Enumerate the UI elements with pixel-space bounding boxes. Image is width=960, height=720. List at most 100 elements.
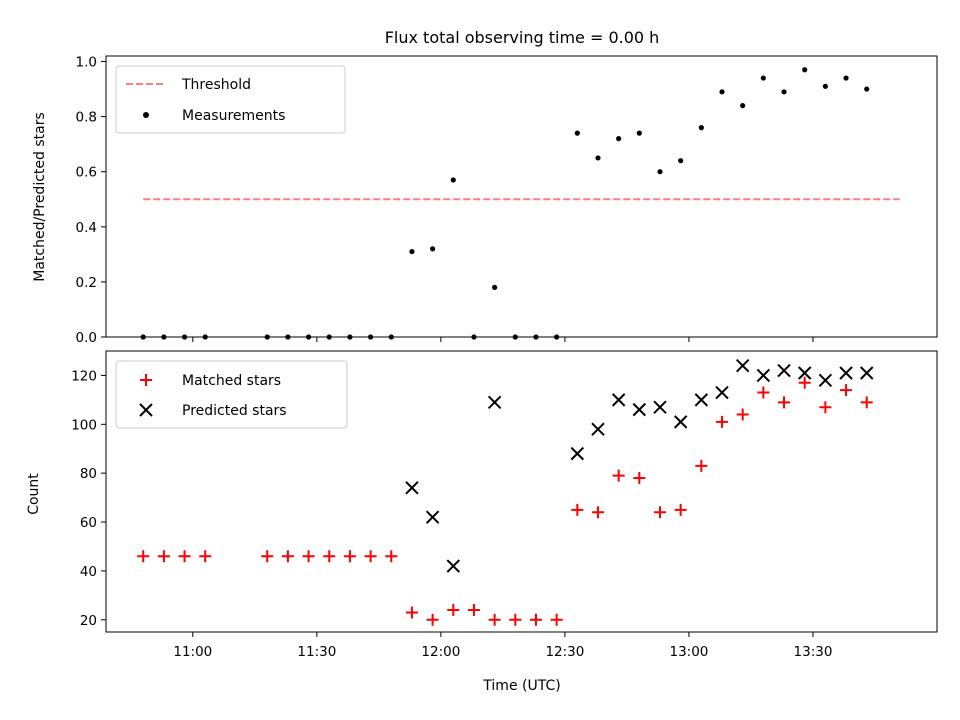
measurement-point bbox=[326, 334, 332, 340]
matched-star-marker bbox=[819, 401, 832, 414]
bottom-plot-area: 20 40 60 80 100 120 11:00 11:30 12:00 12:30 13:00 1… bbox=[71, 358, 874, 660]
matched-star-marker bbox=[447, 604, 460, 617]
measurement-point bbox=[760, 75, 766, 81]
measurement-point bbox=[864, 86, 870, 92]
bottom-y-tick-label: 20 bbox=[80, 613, 97, 629]
legend-matched-swatch bbox=[140, 374, 152, 386]
matched-star-marker bbox=[199, 550, 212, 563]
predicted-star-marker bbox=[860, 366, 874, 380]
measurement-point bbox=[574, 130, 580, 136]
predicted-star-marker bbox=[425, 510, 440, 524]
matched-star-marker bbox=[798, 376, 811, 389]
legend-predicted-label: Predicted stars bbox=[182, 403, 287, 419]
matched-star-marker bbox=[550, 613, 563, 626]
measurement-point bbox=[181, 334, 188, 340]
measurement-point bbox=[347, 334, 353, 340]
top-y-tick-label: 0.6 bbox=[76, 165, 97, 181]
x-tick-label: 12:30 bbox=[545, 644, 584, 660]
predicted-star-marker bbox=[653, 400, 667, 414]
predicted-star-marker bbox=[777, 363, 791, 378]
matched-star-marker bbox=[509, 613, 522, 626]
bottom-y-tick-label: 100 bbox=[71, 417, 97, 433]
bottom-y-tick-label: 60 bbox=[80, 515, 97, 531]
predicted-star-marker bbox=[818, 373, 833, 388]
measurement-point bbox=[512, 334, 518, 340]
legend-matched-label: Matched stars bbox=[182, 373, 281, 389]
measurement-point bbox=[140, 334, 146, 340]
matched-star-marker bbox=[467, 604, 480, 617]
bottom-panel-frame bbox=[105, 350, 938, 633]
measurement-point bbox=[367, 334, 374, 340]
matched-star-marker bbox=[778, 396, 791, 409]
measurement-point bbox=[554, 334, 560, 340]
measurement-point bbox=[492, 284, 498, 291]
legend-measurements-swatch bbox=[143, 112, 149, 118]
matched-star-marker bbox=[529, 613, 542, 626]
predicted-star-marker bbox=[487, 395, 502, 410]
predicted-star-marker bbox=[694, 393, 709, 407]
x-tick-label: 13:00 bbox=[669, 644, 708, 660]
bottom-y-tick-label: 40 bbox=[80, 564, 97, 580]
predicted-star-marker bbox=[756, 368, 771, 383]
measurement-point bbox=[409, 248, 415, 255]
measurement-point bbox=[202, 334, 208, 340]
bottom-legend-box bbox=[115, 360, 348, 429]
measurement-point bbox=[595, 155, 601, 161]
bottom-y-tick-label: 80 bbox=[80, 466, 97, 482]
measurement-point bbox=[719, 89, 725, 95]
bottom-y-axis-label: Count bbox=[26, 473, 42, 515]
matched-star-marker bbox=[281, 550, 294, 563]
matched-star-marker bbox=[178, 550, 191, 563]
measurement-point bbox=[471, 334, 477, 340]
matched-star-marker bbox=[736, 408, 749, 421]
measurement-point bbox=[822, 83, 828, 89]
legend-threshold-label: Threshold bbox=[181, 77, 251, 93]
matched-star-marker bbox=[405, 606, 418, 619]
matched-star-marker bbox=[137, 550, 150, 563]
x-tick-label: 11:30 bbox=[297, 644, 336, 660]
legend-predicted-swatch bbox=[139, 403, 153, 417]
x-tick-label: 12:00 bbox=[421, 644, 460, 660]
matched-star-marker bbox=[364, 550, 377, 563]
top-y-tick-label: 0.0 bbox=[76, 330, 97, 346]
matched-star-marker bbox=[695, 459, 708, 472]
matched-star-marker bbox=[323, 550, 336, 563]
top-legend: Threshold Measurements bbox=[115, 65, 346, 134]
matched-star-marker bbox=[385, 550, 398, 563]
measurement-point bbox=[802, 67, 808, 73]
top-y-tick-label: 0.2 bbox=[76, 275, 97, 291]
measurement-point bbox=[264, 334, 270, 340]
top-y-axis-label: Matched/Predicted stars bbox=[32, 112, 48, 282]
measurement-point bbox=[533, 334, 539, 340]
top-y-tick-label: 1.0 bbox=[76, 55, 97, 71]
measurement-point bbox=[285, 334, 291, 340]
matched-star-marker bbox=[716, 415, 729, 428]
x-tick-label: 11:00 bbox=[173, 644, 212, 660]
measurement-point bbox=[636, 130, 642, 136]
matched-star-marker bbox=[633, 472, 646, 485]
measurement-point bbox=[678, 158, 684, 164]
predicted-star-marker bbox=[715, 385, 729, 400]
chart-title: Flux total observing time = 0.00 h bbox=[385, 28, 660, 47]
measurement-point bbox=[450, 177, 456, 183]
measurement-point bbox=[698, 125, 704, 131]
measurement-point bbox=[740, 102, 746, 109]
matched-star-marker bbox=[591, 506, 604, 519]
matched-star-marker bbox=[343, 550, 356, 563]
predicted-star-marker bbox=[797, 366, 812, 380]
matched-star-marker bbox=[757, 386, 770, 399]
matched-star-marker bbox=[157, 550, 170, 563]
matched-star-marker bbox=[654, 506, 666, 519]
top-legend-box bbox=[115, 65, 346, 134]
x-axis-label: Time (UTC) bbox=[482, 678, 560, 694]
matched-star-marker bbox=[261, 550, 274, 563]
top-y-tick-label: 0.8 bbox=[76, 110, 97, 126]
predicted-star-marker bbox=[839, 366, 853, 380]
measurement-point bbox=[161, 334, 167, 340]
top-y-tick-label: 0.4 bbox=[76, 220, 97, 236]
top-plot-area: 0.0 0.2 0.4 0.6 0.8 1.0 bbox=[76, 55, 900, 346]
predicted-star-marker bbox=[570, 446, 585, 461]
matched-star-marker bbox=[426, 613, 439, 626]
measurement-point bbox=[388, 334, 394, 340]
